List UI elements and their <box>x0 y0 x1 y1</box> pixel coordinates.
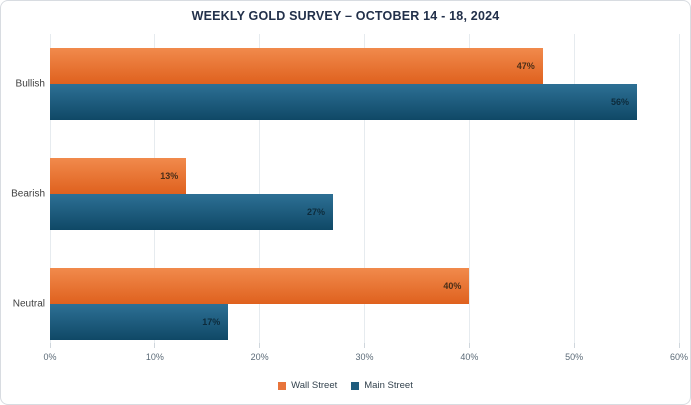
bar-value-label: 47% <box>516 61 535 71</box>
bar-value-label: 13% <box>160 171 179 181</box>
legend-label: Wall Street <box>291 380 338 391</box>
x-tick-label: 40% <box>460 352 479 362</box>
gridline <box>573 34 575 343</box>
bar-wall-street-neutral: 40% <box>50 268 470 304</box>
bar-wall-street-bearish: 13% <box>50 158 187 194</box>
bar-wall-street-bullish: 47% <box>50 48 543 84</box>
bar-value-label: 17% <box>202 317 221 327</box>
axis-tick <box>49 343 51 348</box>
category-label-bullish: Bullish <box>15 78 45 90</box>
axis-tick <box>678 343 680 348</box>
legend-label: Main Street <box>364 380 413 391</box>
axis-tick <box>468 343 470 348</box>
legend-swatch-icon <box>278 381 287 390</box>
legend-swatch-icon <box>351 381 360 390</box>
x-tick-label: 10% <box>145 352 164 362</box>
plot-area: 47% 56% 13% 27% 40% 17% <box>49 34 680 348</box>
category-label-neutral: Neutral <box>12 298 45 310</box>
category-label-bearish: Bearish <box>11 188 45 200</box>
gridline <box>259 34 261 343</box>
bar-value-label: 40% <box>443 281 462 291</box>
bar-value-label: 27% <box>307 207 326 217</box>
bar-main-street-bearish: 27% <box>50 194 334 230</box>
x-tick-label: 0% <box>43 352 57 362</box>
axis-tick <box>259 343 261 348</box>
x-tick-label: 60% <box>669 352 688 362</box>
gridline <box>678 34 680 343</box>
legend-item-wall-street: Wall Street <box>278 380 337 391</box>
gridline <box>468 34 470 343</box>
axis-tick <box>154 343 156 348</box>
bar-main-street-bullish: 56% <box>50 84 638 120</box>
bar-main-street-neutral: 17% <box>50 304 229 340</box>
bar-value-label: 56% <box>611 97 630 107</box>
x-tick-label: 20% <box>250 352 269 362</box>
x-tick-label: 30% <box>355 352 374 362</box>
x-tick-label: 50% <box>565 352 584 362</box>
legend: Wall Street Main Street <box>1 380 690 391</box>
chart-title: WEEKLY GOLD SURVEY – OCTOBER 14 - 18, 20… <box>191 9 500 23</box>
axis-tick <box>573 343 575 348</box>
gridline <box>364 34 365 343</box>
axis-tick <box>364 343 365 348</box>
legend-item-main-street: Main Street <box>351 380 413 391</box>
